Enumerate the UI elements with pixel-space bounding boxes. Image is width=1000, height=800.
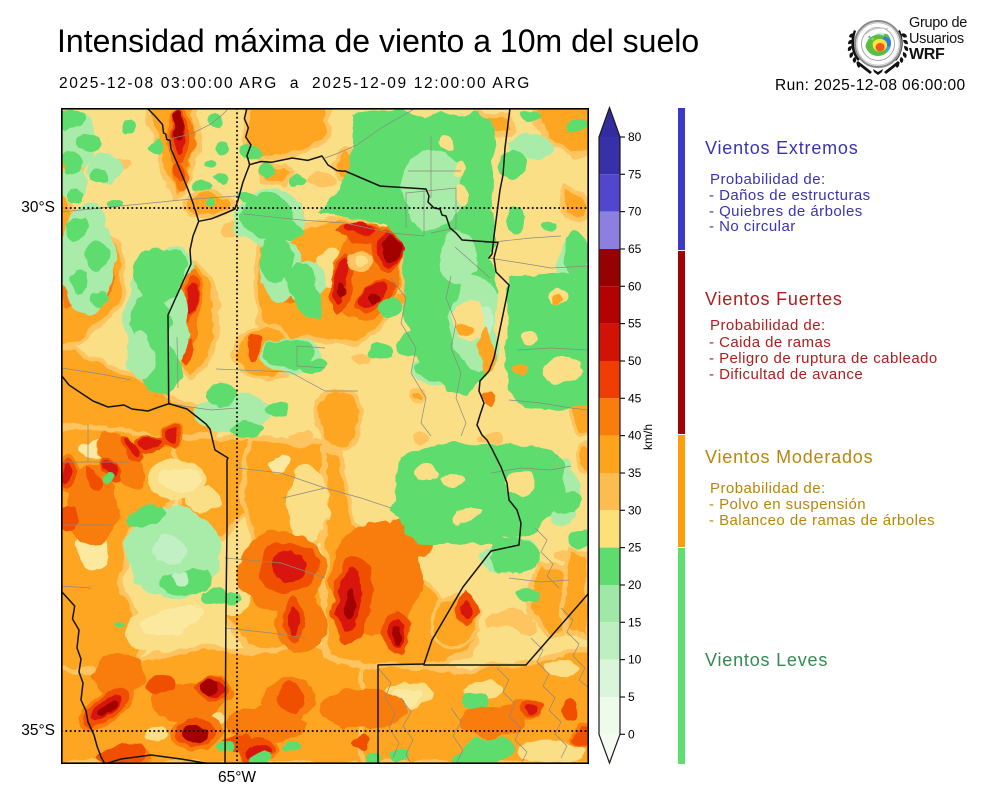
- svg-text:30: 30: [628, 503, 642, 517]
- svg-text:20: 20: [628, 578, 642, 592]
- svg-text:15: 15: [628, 615, 642, 629]
- svg-text:45: 45: [628, 391, 642, 405]
- svg-text:10: 10: [628, 653, 642, 667]
- svg-text:40: 40: [628, 429, 642, 443]
- svg-text:80: 80: [628, 130, 642, 144]
- svg-text:70: 70: [628, 205, 642, 219]
- svg-text:60: 60: [628, 279, 642, 293]
- svg-text:35: 35: [628, 466, 642, 480]
- svg-text:75: 75: [628, 167, 642, 181]
- svg-text:25: 25: [628, 541, 642, 555]
- svg-text:50: 50: [628, 354, 642, 368]
- svg-text:km/h: km/h: [641, 424, 655, 450]
- svg-text:55: 55: [628, 317, 642, 331]
- svg-text:0: 0: [628, 727, 635, 741]
- svg-text:65: 65: [628, 242, 642, 256]
- svg-text:5: 5: [628, 690, 635, 704]
